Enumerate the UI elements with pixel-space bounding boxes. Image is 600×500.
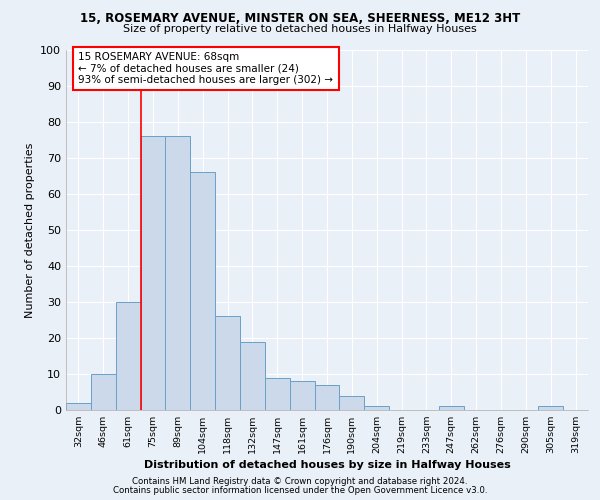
Text: Contains public sector information licensed under the Open Government Licence v3: Contains public sector information licen… (113, 486, 487, 495)
Text: Size of property relative to detached houses in Halfway Houses: Size of property relative to detached ho… (123, 24, 477, 34)
Bar (140, 136, 166, 410)
Text: 15 ROSEMARY AVENUE: 68sqm
← 7% of detached houses are smaller (24)
93% of semi-d: 15 ROSEMARY AVENUE: 68sqm ← 7% of detach… (79, 52, 334, 85)
Bar (240, 342, 265, 410)
Bar (116, 302, 140, 410)
Bar (364, 406, 389, 410)
Bar (290, 381, 314, 410)
Text: Contains HM Land Registry data © Crown copyright and database right 2024.: Contains HM Land Registry data © Crown c… (132, 477, 468, 486)
Bar (215, 316, 240, 410)
Bar (439, 406, 464, 410)
Text: 15, ROSEMARY AVENUE, MINSTER ON SEA, SHEERNESS, ME12 3HT: 15, ROSEMARY AVENUE, MINSTER ON SEA, SHE… (80, 12, 520, 26)
Bar (538, 406, 563, 410)
Bar (91, 374, 116, 410)
Bar (66, 403, 91, 410)
Bar (166, 136, 190, 410)
Bar (314, 385, 340, 410)
Y-axis label: Number of detached properties: Number of detached properties (25, 142, 35, 318)
Bar (190, 172, 215, 410)
Bar (340, 396, 364, 410)
Bar (265, 378, 290, 410)
X-axis label: Distribution of detached houses by size in Halfway Houses: Distribution of detached houses by size … (143, 460, 511, 470)
